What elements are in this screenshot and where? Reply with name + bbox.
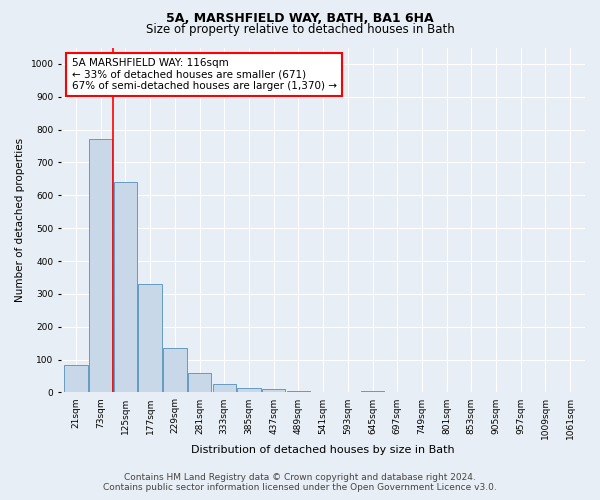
Text: Size of property relative to detached houses in Bath: Size of property relative to detached ho… <box>146 22 454 36</box>
Bar <box>212 384 236 392</box>
Text: 5A MARSHFIELD WAY: 116sqm
← 33% of detached houses are smaller (671)
67% of semi: 5A MARSHFIELD WAY: 116sqm ← 33% of detac… <box>71 58 337 91</box>
Bar <box>64 364 88 392</box>
Bar <box>262 389 286 392</box>
Bar <box>237 388 261 392</box>
X-axis label: Distribution of detached houses by size in Bath: Distribution of detached houses by size … <box>191 445 455 455</box>
Bar <box>163 348 187 393</box>
Text: 5A, MARSHFIELD WAY, BATH, BA1 6HA: 5A, MARSHFIELD WAY, BATH, BA1 6HA <box>166 12 434 24</box>
Bar <box>139 284 162 393</box>
Bar <box>89 140 112 392</box>
Bar <box>113 182 137 392</box>
Text: Contains HM Land Registry data © Crown copyright and database right 2024.
Contai: Contains HM Land Registry data © Crown c… <box>103 473 497 492</box>
Y-axis label: Number of detached properties: Number of detached properties <box>15 138 25 302</box>
Bar <box>361 391 384 392</box>
Bar <box>188 372 211 392</box>
Bar <box>287 391 310 392</box>
